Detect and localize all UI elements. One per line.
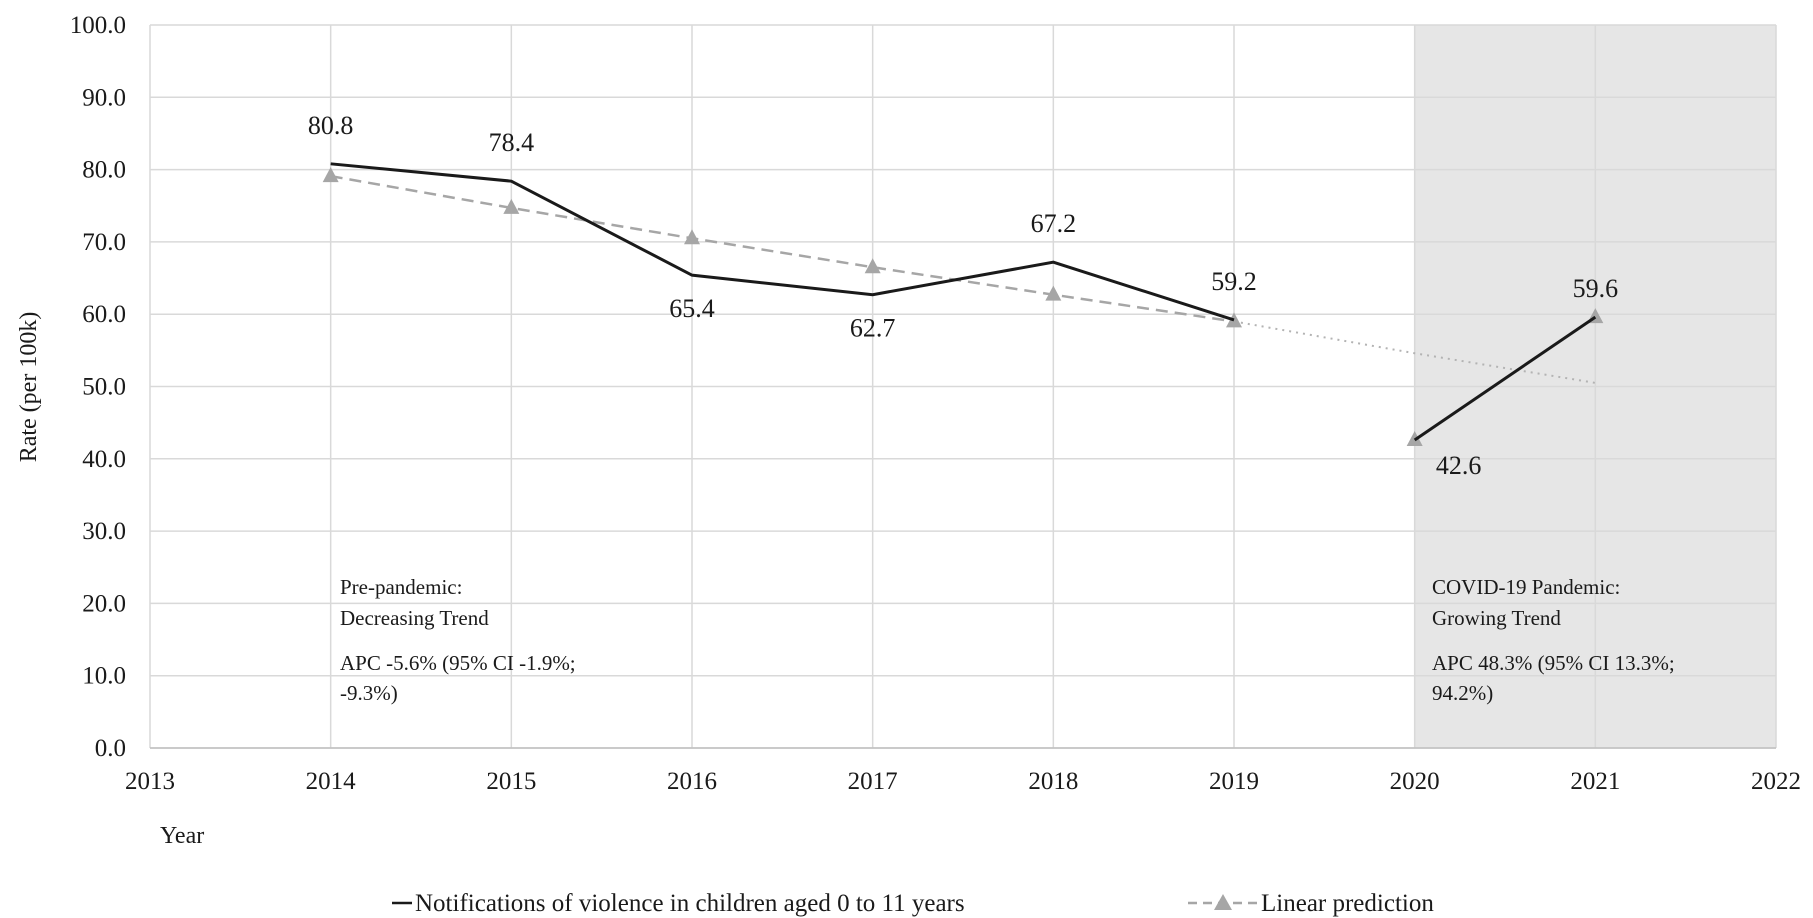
y-tick-label: 0.0 [95,735,126,762]
x-tick-label: 2018 [1028,768,1078,795]
y-tick-label: 60.0 [82,301,126,328]
pandemic-annotation: COVID-19 Pandemic: Growing Trend APC 48.… [1432,575,1675,705]
y-tick-label: 70.0 [82,229,126,256]
data-label: 42.6 [1436,451,1482,480]
legend-triangle-marker-icon [1214,894,1232,910]
y-axis-tick-labels: 0.0 10.0 20.0 30.0 40.0 50.0 60.0 70.0 80.0 90.0 1… [70,12,126,762]
data-label: 80.8 [308,111,354,140]
prediction-extrapolation-line [1233,320,1596,384]
gridlines [149,24,1777,749]
y-axis-title: Rate (per 100k) [16,312,42,463]
x-axis-tick-labels: 2013 2014 2015 2016 2017 2018 2019 2020 2021 2022 [125,768,1801,795]
data-label: 67.2 [1031,209,1077,238]
prediction-triangle-marker [322,167,339,183]
y-tick-label: 40.0 [82,446,126,473]
pre-pandemic-title-line-1: Pre-pandemic: [340,575,462,599]
x-axis-title: Year [160,823,204,849]
pre-pandemic-title-line-2: Decreasing Trend [340,606,489,630]
x-tick-label: 2019 [1209,768,1259,795]
y-tick-label: 80.0 [82,157,126,184]
x-tick-label: 2013 [125,768,175,795]
x-tick-label: 2016 [667,768,717,795]
y-tick-label: 30.0 [82,518,126,545]
x-tick-label: 2015 [486,768,536,795]
y-tick-label: 10.0 [82,663,126,690]
prediction-triangle-marker [684,229,700,245]
data-label: 59.2 [1211,267,1257,296]
data-label: 65.4 [669,294,715,323]
y-tick-label: 100.0 [70,12,126,39]
legend-observed-label: Notifications of violence in children ag… [415,890,965,917]
data-labels: 80.8 78.4 65.4 62.7 67.2 59.2 42.6 59.6 [308,111,1618,480]
y-tick-label: 90.0 [82,84,126,111]
observed-line-segment [1413,315,1597,442]
legend: Notifications of violence in children ag… [392,890,1434,917]
observed-line-segment [330,162,1235,322]
x-tick-label: 2017 [848,768,898,795]
y-tick-label: 50.0 [82,374,126,401]
observed-series [330,162,1597,442]
prediction-triangle-marker [864,258,881,274]
prediction-line [330,174,1235,323]
pandemic-apc-line-2: 94.2%) [1432,681,1493,705]
y-tick-label: 20.0 [82,590,126,617]
legend-prediction-label: Linear prediction [1261,890,1434,917]
pre-pandemic-apc-line-1: APC -5.6% (95% CI -1.9%; [340,651,576,675]
x-tick-label: 2021 [1570,768,1620,795]
pre-pandemic-annotation: Pre-pandemic: Decreasing Trend APC -5.6%… [340,575,576,705]
pandemic-title-line-1: COVID-19 Pandemic: [1432,575,1620,599]
pandemic-title-line-2: Growing Trend [1432,606,1561,630]
data-label: 59.6 [1573,274,1619,303]
x-tick-label: 2020 [1390,768,1440,795]
data-label: 62.7 [850,314,896,343]
prediction-triangle-marker [1045,285,1062,301]
pre-pandemic-apc-line-2: -9.3%) [340,681,398,705]
prediction-triangle-marker [503,198,520,214]
pandemic-apc-line-1: APC 48.3% (95% CI 13.3%; [1432,651,1675,675]
data-label: 78.4 [489,128,535,157]
linear-prediction-series [322,167,1604,447]
x-tick-label: 2022 [1751,768,1801,795]
x-tick-label: 2014 [306,768,357,795]
